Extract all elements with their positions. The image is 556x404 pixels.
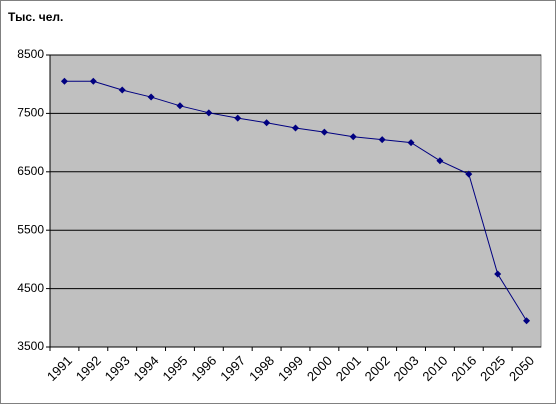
y-tick-label: 7500 [17, 106, 44, 120]
plot-area [49, 54, 542, 348]
marker [118, 86, 126, 94]
marker [147, 93, 155, 101]
marker [60, 77, 68, 85]
marker [320, 128, 328, 136]
chart-title: Тыс. чел. [8, 10, 63, 24]
marker [176, 102, 184, 110]
marker [465, 170, 473, 178]
y-tick-label: 3500 [17, 339, 44, 353]
y-tick-label: 5500 [17, 222, 44, 236]
marker [205, 109, 213, 117]
marker [292, 124, 299, 132]
marker [234, 114, 242, 122]
marker [523, 317, 531, 325]
marker [436, 157, 444, 165]
marker [263, 119, 271, 127]
y-tick-label: 8500 [17, 47, 44, 61]
marker [378, 136, 386, 144]
marker [349, 133, 357, 141]
y-tick-label: 6500 [17, 164, 44, 178]
marker [89, 77, 97, 85]
marker [494, 270, 502, 278]
y-tick-label: 4500 [17, 281, 44, 295]
marker [407, 139, 415, 147]
